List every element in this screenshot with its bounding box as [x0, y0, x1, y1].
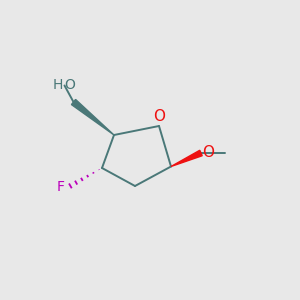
Text: O: O	[64, 78, 75, 92]
Text: O: O	[202, 145, 214, 160]
Text: O: O	[153, 110, 165, 124]
Text: F: F	[56, 180, 64, 194]
Text: H: H	[52, 78, 63, 92]
Polygon shape	[171, 150, 202, 167]
Polygon shape	[71, 99, 114, 135]
